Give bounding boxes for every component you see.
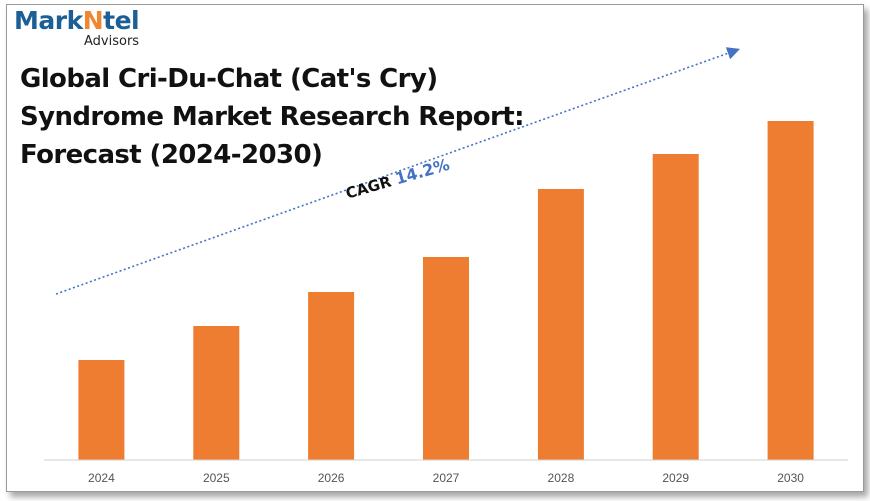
chart-title: Global Cri-Du-Chat (Cat's Cry) Syndrome …: [20, 64, 524, 170]
x-tick-label-2028: 2028: [548, 471, 575, 485]
x-tick-label-2027: 2027: [433, 471, 460, 485]
bar-2029: [652, 154, 699, 460]
marknteL-logo: MarkNtel Advisors: [14, 6, 140, 50]
bar-2026: [308, 292, 355, 460]
bar-2028: [537, 189, 584, 460]
bar-2025: [193, 326, 240, 460]
x-tick-label-2024: 2024: [88, 471, 115, 485]
x-tick-label-2025: 2025: [203, 471, 230, 485]
x-tick-label-2026: 2026: [318, 471, 345, 485]
bar-2024: [78, 360, 125, 460]
x-tick-label-2030: 2030: [777, 471, 804, 485]
logo-wordmark: MarkNtel: [14, 6, 140, 35]
cagr-trend-arrow: [55, 47, 741, 295]
logo-subtitle: Advisors: [84, 34, 140, 49]
bar-2030: [767, 121, 814, 460]
bar-2027: [423, 257, 469, 460]
x-tick-label-2029: 2029: [662, 471, 689, 485]
